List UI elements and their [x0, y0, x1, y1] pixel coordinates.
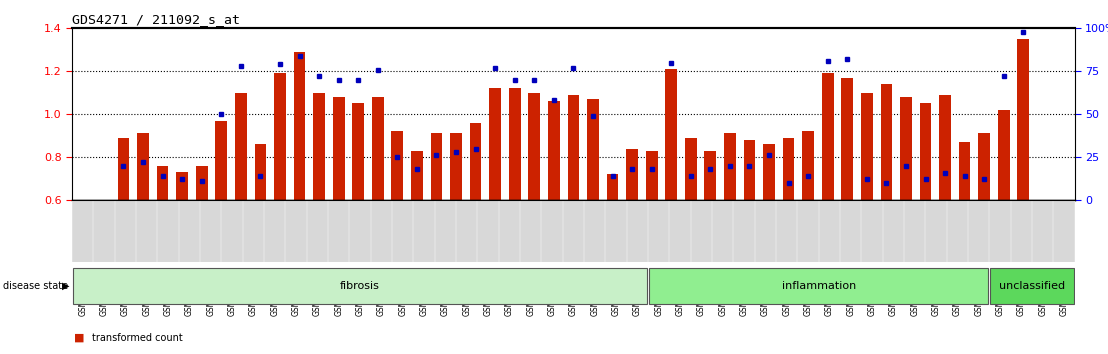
Bar	[176, 172, 188, 200]
Bar	[743, 140, 756, 200]
Bar	[978, 133, 991, 200]
Bar	[607, 174, 618, 200]
Bar	[646, 151, 657, 200]
Bar	[314, 93, 325, 200]
Bar	[470, 123, 482, 200]
Bar	[235, 93, 247, 200]
Bar	[958, 142, 971, 200]
Bar	[841, 78, 853, 200]
Bar	[802, 131, 814, 200]
Bar	[881, 84, 892, 200]
Bar	[215, 121, 227, 200]
Bar	[763, 144, 774, 200]
Bar	[861, 93, 873, 200]
Bar	[137, 133, 148, 200]
Text: disease state: disease state	[3, 281, 69, 291]
Text: unclassified: unclassified	[999, 281, 1065, 291]
Bar	[822, 73, 833, 200]
Bar	[490, 88, 501, 200]
Bar	[1017, 39, 1029, 200]
Bar	[372, 97, 383, 200]
Bar	[450, 133, 462, 200]
Bar	[196, 166, 207, 200]
Bar	[626, 149, 638, 200]
Text: GDS4271 / 211092_s_at: GDS4271 / 211092_s_at	[72, 13, 240, 26]
Bar	[685, 138, 697, 200]
Bar	[587, 99, 598, 200]
Bar	[940, 95, 951, 200]
Bar	[274, 73, 286, 200]
FancyBboxPatch shape	[649, 268, 988, 304]
Text: transformed count: transformed count	[92, 333, 183, 343]
Bar	[920, 103, 932, 200]
Bar	[509, 88, 521, 200]
Bar	[431, 133, 442, 200]
Text: fibrosis: fibrosis	[340, 281, 380, 291]
Bar	[529, 93, 540, 200]
Text: ▶: ▶	[62, 281, 70, 291]
Bar	[705, 151, 716, 200]
Bar	[156, 166, 168, 200]
Bar	[998, 110, 1009, 200]
Bar	[294, 52, 306, 200]
Text: ■: ■	[74, 333, 84, 343]
Bar	[548, 101, 560, 200]
Bar	[567, 95, 579, 200]
FancyBboxPatch shape	[991, 268, 1074, 304]
Text: inflammation: inflammation	[781, 281, 855, 291]
Bar	[332, 97, 345, 200]
Bar	[665, 69, 677, 200]
Bar	[724, 133, 736, 200]
Bar	[900, 97, 912, 200]
Bar	[117, 138, 130, 200]
Bar	[782, 138, 794, 200]
FancyBboxPatch shape	[73, 268, 647, 304]
Bar	[352, 103, 365, 200]
Bar	[255, 144, 266, 200]
Bar	[411, 151, 423, 200]
Bar	[391, 131, 403, 200]
